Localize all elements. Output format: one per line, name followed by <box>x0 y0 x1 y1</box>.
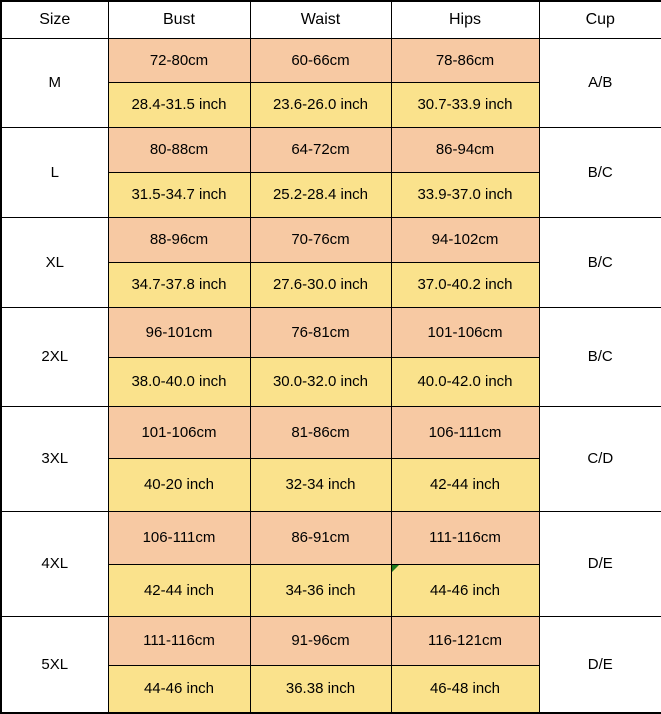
table-row: 42-44 inch 34-36 inch 44-46 inch <box>1 563 661 617</box>
col-header-bust: Bust <box>107 0 251 39</box>
cup-cell: C/D <box>538 405 661 512</box>
header-row: Size Bust Waist Hips Cup <box>0 0 661 39</box>
hips-cm-cell: 78-86cm <box>390 37 540 83</box>
bust-cm-cell: 88-96cm <box>107 216 251 263</box>
bust-cm-cell: 80-88cm <box>107 126 251 173</box>
bust-inch-cell: 38.0-40.0 inch <box>107 356 251 407</box>
bust-inch-cell: 31.5-34.7 inch <box>107 171 251 218</box>
hips-inch-value: 44-46 inch <box>429 581 501 599</box>
cup-cell: B/C <box>538 126 661 218</box>
waist-inch-cell: 36.38 inch <box>249 664 392 714</box>
size-cell: 3XL <box>0 405 109 512</box>
waist-inch-cell: 25.2-28.4 inch <box>249 171 392 218</box>
bust-inch-cell: 42-44 inch <box>107 563 251 617</box>
cup-cell: B/C <box>538 216 661 308</box>
col-header-cup: Cup <box>538 0 661 39</box>
hips-inch-cell: 37.0-40.2 inch <box>390 261 540 308</box>
table-row: L 80-88cm 64-72cm 86-94cm B/C <box>0 126 661 218</box>
hips-cm-cell: 94-102cm <box>390 216 540 263</box>
cup-cell: D/E <box>538 615 661 714</box>
waist-inch-cell: 34-36 inch <box>249 563 392 617</box>
bust-cm-cell: 96-101cm <box>107 306 251 358</box>
waist-inch-cell: 30.0-32.0 inch <box>249 356 392 407</box>
table-row: 5XL 111-116cm 91-96cm 116-121cm D/E <box>0 615 661 714</box>
table-row: 2XL 96-101cm 76-81cm 101-106cm B/C <box>0 306 661 407</box>
table-row: 4XL 106-111cm 86-91cm 111-116cm D/E <box>0 510 661 617</box>
cup-cell: B/C <box>538 306 661 407</box>
size-cell: L <box>0 126 109 218</box>
waist-cm-cell: 70-76cm <box>249 216 392 263</box>
waist-inch-cell: 27.6-30.0 inch <box>249 261 392 308</box>
hips-cm-cell: 116-121cm <box>390 615 540 666</box>
col-header-size: Size <box>0 0 109 39</box>
hips-inch-cell: 46-48 inch <box>390 664 540 714</box>
table-row: 3XL 101-106cm 81-86cm 106-111cm C/D <box>0 405 661 512</box>
waist-cm-cell: 81-86cm <box>249 405 392 459</box>
hips-cm-cell: 101-106cm <box>390 306 540 358</box>
bust-cm-cell: 72-80cm <box>107 37 251 83</box>
table-row: M 72-80cm 60-66cm 78-86cm A/B <box>0 37 661 128</box>
waist-inch-cell: 23.6-26.0 inch <box>249 81 392 128</box>
bust-inch-cell: 34.7-37.8 inch <box>107 261 251 308</box>
hips-cm-cell: 106-111cm <box>390 405 540 459</box>
waist-cm-cell: 86-91cm <box>249 510 392 565</box>
table-row: XL 88-96cm 70-76cm 94-102cm B/C <box>0 216 661 308</box>
hips-inch-cell: 40.0-42.0 inch <box>390 356 540 407</box>
hips-cm-cell: 111-116cm <box>390 510 540 565</box>
size-cell: 2XL <box>0 306 109 407</box>
bust-cm-cell: 111-116cm <box>107 615 251 666</box>
waist-inch-cell: 32-34 inch <box>249 457 392 512</box>
col-header-hips: Hips <box>390 0 540 39</box>
cup-cell: A/B <box>538 37 661 128</box>
hips-inch-cell: 44-46 inch <box>390 563 540 617</box>
hips-inch-cell: 33.9-37.0 inch <box>390 171 540 218</box>
col-header-waist: Waist <box>249 0 392 39</box>
waist-cm-cell: 91-96cm <box>249 615 392 666</box>
bust-inch-cell: 40-20 inch <box>107 457 251 512</box>
table-row: 34.7-37.8 inch 27.6-30.0 inch 37.0-40.2 … <box>1 261 661 308</box>
size-cell: XL <box>0 216 109 308</box>
hips-inch-cell: 30.7-33.9 inch <box>390 81 540 128</box>
table-row: 28.4-31.5 inch 23.6-26.0 inch 30.7-33.9 … <box>1 81 661 128</box>
green-corner-marker-icon <box>392 565 399 572</box>
waist-cm-cell: 76-81cm <box>249 306 392 358</box>
bust-inch-cell: 44-46 inch <box>107 664 251 714</box>
bust-cm-cell: 106-111cm <box>107 510 251 565</box>
size-cell: 4XL <box>0 510 109 617</box>
cup-cell: D/E <box>538 510 661 617</box>
table-row: 38.0-40.0 inch 30.0-32.0 inch 40.0-42.0 … <box>1 356 661 407</box>
bust-cm-cell: 101-106cm <box>107 405 251 459</box>
size-cell: M <box>0 37 109 128</box>
table-row: 44-46 inch 36.38 inch 46-48 inch <box>1 664 661 714</box>
waist-cm-cell: 64-72cm <box>249 126 392 173</box>
bust-inch-cell: 28.4-31.5 inch <box>107 81 251 128</box>
table-row: 40-20 inch 32-34 inch 42-44 inch <box>1 457 661 512</box>
hips-inch-cell: 42-44 inch <box>390 457 540 512</box>
table-row: 31.5-34.7 inch 25.2-28.4 inch 33.9-37.0 … <box>1 171 661 218</box>
size-cell: 5XL <box>0 615 109 714</box>
waist-cm-cell: 60-66cm <box>249 37 392 83</box>
hips-cm-cell: 86-94cm <box>390 126 540 173</box>
